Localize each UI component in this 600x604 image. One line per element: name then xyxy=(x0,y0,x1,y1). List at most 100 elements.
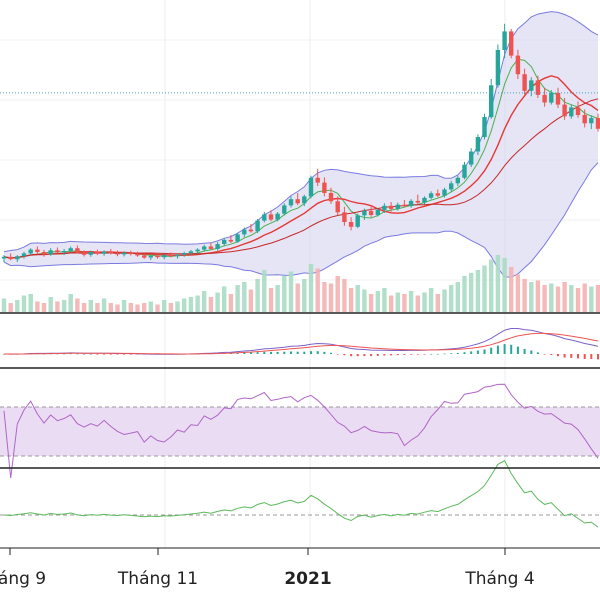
macd-histogram-bar xyxy=(343,354,346,356)
volume-bar xyxy=(302,279,307,312)
volume-bar xyxy=(295,283,300,312)
volume-bar xyxy=(208,297,214,312)
volume-bar xyxy=(222,286,227,312)
candle-body xyxy=(535,80,541,95)
candle-body xyxy=(395,204,400,209)
candle-body xyxy=(408,200,414,207)
volume-bar xyxy=(328,283,334,312)
volume-bar xyxy=(582,283,587,312)
macd-histogram-bar xyxy=(336,354,339,355)
candle-body xyxy=(595,118,600,129)
volume-bar xyxy=(555,286,561,312)
volume-bar xyxy=(135,304,140,312)
candle-body xyxy=(469,151,474,165)
volume-bar xyxy=(255,279,260,312)
macd-histogram-bar xyxy=(236,352,239,354)
volume-bar xyxy=(315,268,320,312)
candle-body xyxy=(582,115,587,124)
candle-body xyxy=(375,209,380,216)
candle-body xyxy=(522,74,527,91)
candle-body xyxy=(509,31,514,56)
candle-body xyxy=(282,205,287,214)
candle-body xyxy=(402,204,407,207)
volume-bar xyxy=(248,289,254,312)
candle-body xyxy=(415,200,420,203)
macd-histogram-bar xyxy=(276,351,279,354)
volume-bar xyxy=(489,259,494,312)
oscillator-panel xyxy=(0,459,600,528)
macd-histogram-bar xyxy=(363,354,366,357)
volume-bar xyxy=(168,303,174,312)
volume-bar xyxy=(61,300,67,312)
volume-bar xyxy=(41,303,47,312)
volume-bar xyxy=(15,300,20,312)
macd-histogram-bar xyxy=(116,354,119,355)
macd-histogram-bar xyxy=(76,353,79,355)
candle-body xyxy=(148,255,153,258)
candle-body xyxy=(1,256,7,259)
volume-bar xyxy=(55,301,60,312)
candle-body xyxy=(248,229,254,232)
volume-bar xyxy=(442,289,447,312)
volume-bar xyxy=(308,264,314,312)
macd-histogram-bar xyxy=(570,354,573,358)
macd-histogram-bar xyxy=(523,348,526,354)
candle-body xyxy=(48,250,53,255)
candle-body xyxy=(368,210,374,215)
candle-body xyxy=(101,251,107,254)
candle-body xyxy=(502,31,507,50)
volume-bar xyxy=(455,282,460,312)
volume-bar xyxy=(522,279,527,312)
volume-bar xyxy=(449,285,454,312)
macd-histogram-bar xyxy=(383,354,386,356)
macd-histogram-bar xyxy=(296,351,299,354)
volume-bar xyxy=(35,301,40,312)
volume-bar xyxy=(382,288,387,312)
macd-histogram-bar xyxy=(403,354,406,355)
volume-bar xyxy=(81,303,87,312)
volume-bar xyxy=(415,295,420,312)
candlesticks xyxy=(1,23,600,262)
macd-histogram-bar xyxy=(330,352,332,354)
macd-histogram-bar xyxy=(249,352,252,354)
candle-body xyxy=(21,253,27,257)
volume-bar xyxy=(575,288,581,312)
candle-body xyxy=(255,220,260,232)
candle-body xyxy=(542,94,547,103)
candle-body xyxy=(428,193,434,198)
volume-bar xyxy=(175,301,180,312)
macd-histogram-bar xyxy=(323,351,326,354)
volume-bar xyxy=(128,303,133,312)
candle-body xyxy=(115,253,120,255)
candle-body xyxy=(335,201,340,213)
candle-body xyxy=(348,222,354,227)
macd-histogram-bar xyxy=(430,353,433,355)
candle-body xyxy=(529,80,534,91)
candle-body xyxy=(382,205,387,210)
candle-body xyxy=(75,248,80,253)
volume-bar xyxy=(542,285,547,312)
macd-histogram-bar xyxy=(530,350,533,354)
volume-bar xyxy=(482,265,487,312)
candle-body xyxy=(449,183,454,190)
macd-histogram-bar xyxy=(597,354,599,360)
macd-histogram-bar xyxy=(283,351,286,354)
volume-bar xyxy=(68,294,73,312)
bollinger-fill xyxy=(4,11,598,278)
candle-body xyxy=(308,177,314,197)
macd-histogram-bar xyxy=(396,354,399,356)
volume-bar xyxy=(395,292,400,312)
candle-body xyxy=(275,213,280,220)
candle-body xyxy=(155,255,160,258)
rsi-line xyxy=(3,383,599,479)
candle-body xyxy=(215,244,220,249)
x-tick-label: 2021 xyxy=(284,569,331,589)
candle-body xyxy=(482,117,487,137)
volume-bar xyxy=(475,270,481,312)
macd-histogram-bar xyxy=(543,354,546,355)
volume-bar xyxy=(195,295,200,312)
candle-body xyxy=(195,249,200,252)
macd-histogram-bar xyxy=(256,352,259,354)
macd-histogram-bar xyxy=(490,347,493,354)
volume-bar xyxy=(1,298,7,312)
